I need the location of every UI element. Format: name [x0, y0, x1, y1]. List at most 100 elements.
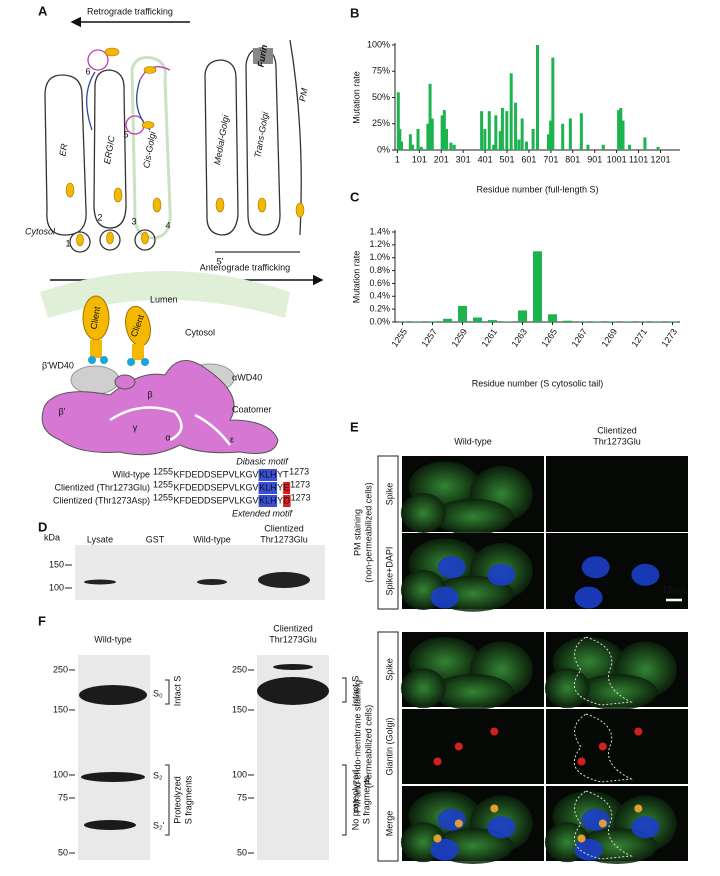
- sequence-mutation: E: [284, 482, 290, 492]
- group-label: (Permeabilized cells): [363, 705, 373, 789]
- x-tick-label: 1263: [509, 327, 529, 349]
- motif-highlight: [258, 482, 278, 494]
- x-tick-label: 1269: [599, 327, 619, 349]
- golgi-stain: [577, 757, 586, 766]
- micrographs: [400, 456, 688, 864]
- anterograde-label: Anterograde trafficking: [200, 262, 290, 272]
- bar: [398, 129, 402, 150]
- panel-label: A: [38, 3, 48, 18]
- bar: [480, 111, 484, 150]
- mw-marker: 75: [237, 792, 247, 802]
- golgi-stain: [598, 819, 607, 828]
- column-label: Wild-type: [454, 436, 492, 446]
- bar: [473, 317, 482, 322]
- column-label: Clientized: [597, 425, 637, 435]
- motif-label: Extended motif: [232, 508, 294, 518]
- x-tick-label: 301: [456, 154, 471, 164]
- step-number: 5: [123, 129, 128, 139]
- subunit-label: α: [165, 432, 170, 442]
- bar: [525, 141, 529, 150]
- micrograph: [546, 533, 688, 609]
- x-tick-label: 1265: [539, 327, 559, 349]
- y-tick-label: 25%: [372, 118, 390, 128]
- step-number: 5': [217, 256, 224, 266]
- blot-title: Wild-type: [94, 634, 132, 644]
- x-tick-label: 1001: [607, 154, 627, 164]
- compartment-label: Trans-Golgi: [252, 110, 270, 158]
- subunit-label: β': [59, 406, 66, 416]
- residue-end: 1273: [290, 479, 310, 489]
- mw-marker: 75: [58, 792, 68, 802]
- nucleus: [487, 816, 516, 839]
- brackets-f: [165, 677, 347, 836]
- sequence: KFDEDDSEPVLKGV: [174, 469, 259, 479]
- cytosol-label: Cytosol: [25, 226, 56, 236]
- coatomer-label: Coatomer: [232, 404, 272, 414]
- bar: [643, 137, 647, 150]
- group-box: [377, 631, 399, 862]
- x-tick-label: 1267: [569, 327, 589, 349]
- x-tick-label: 1257: [419, 327, 439, 349]
- x-tick-label: 1101: [629, 154, 648, 164]
- compartment-label: Cis-Golgi: [141, 130, 157, 169]
- group-label: PM and endo-membrane staining: [352, 680, 362, 813]
- band-label: S₀: [153, 688, 163, 698]
- x-tick-label: 701: [543, 154, 558, 164]
- bar: [452, 144, 456, 150]
- mw-marker: 100: [49, 582, 64, 592]
- mw-marker: 100: [53, 769, 68, 779]
- bar: [416, 129, 420, 150]
- band-label: S₂': [153, 820, 164, 830]
- band-annotation: S fragments: [183, 775, 193, 824]
- lane-label: Thr1273Glu: [260, 534, 308, 544]
- lumen-label: Lumen: [150, 294, 178, 304]
- bar: [579, 113, 583, 150]
- bar: [619, 108, 623, 150]
- bar: [533, 251, 542, 322]
- golgi-stain: [433, 757, 442, 766]
- bar: [628, 144, 632, 150]
- bar: [443, 318, 452, 322]
- bar: [546, 134, 550, 150]
- y-tick-label: 50%: [372, 92, 390, 102]
- client-label: Client: [88, 305, 102, 330]
- golgi-stain: [454, 819, 463, 828]
- golgi-stain: [598, 742, 607, 751]
- golgi-stain: [490, 804, 499, 813]
- compartment-label: ERGIC: [102, 135, 117, 165]
- bar: [445, 129, 449, 150]
- band-annotation: Intact S: [172, 676, 182, 707]
- x-tick-label: 801: [565, 154, 580, 164]
- trafficking-diagram: [44, 16, 324, 286]
- y-tick-label: 100%: [367, 39, 390, 49]
- retrograde-label: Retrograde trafficking: [87, 6, 173, 16]
- y-axis-label: Mutation rate: [351, 71, 361, 124]
- bar: [442, 110, 446, 150]
- x-tick-label: 1201: [650, 154, 670, 164]
- furin-label: Furin: [256, 43, 270, 67]
- group-box: [377, 455, 399, 610]
- sequence: KFDEDDSEPVLKGV: [174, 482, 259, 492]
- x-tick-label: 501: [500, 154, 515, 164]
- bar: [563, 320, 572, 322]
- nucleus: [487, 563, 516, 586]
- sequence-tail: Y: [277, 495, 283, 505]
- coatomer-structure: [40, 271, 290, 456]
- bar: [458, 305, 467, 322]
- bar: [398, 321, 407, 322]
- mutation-highlight: [283, 482, 291, 494]
- bar: [419, 146, 423, 150]
- vesicle-clients: [65, 47, 305, 247]
- y-tick-label: 1.0%: [369, 252, 390, 262]
- nucleus: [631, 563, 660, 586]
- bar: [488, 320, 497, 322]
- x-tick-label: 1: [395, 154, 400, 164]
- step-number: 4: [165, 220, 170, 230]
- blot-bands-d: [84, 572, 310, 588]
- sequence-tail: Y: [277, 482, 283, 492]
- mw-marker: 250: [53, 664, 68, 674]
- bar: [400, 141, 404, 150]
- sequence-mutation: D: [284, 495, 291, 505]
- y-tick-label: 75%: [372, 66, 390, 76]
- bar: [483, 129, 487, 150]
